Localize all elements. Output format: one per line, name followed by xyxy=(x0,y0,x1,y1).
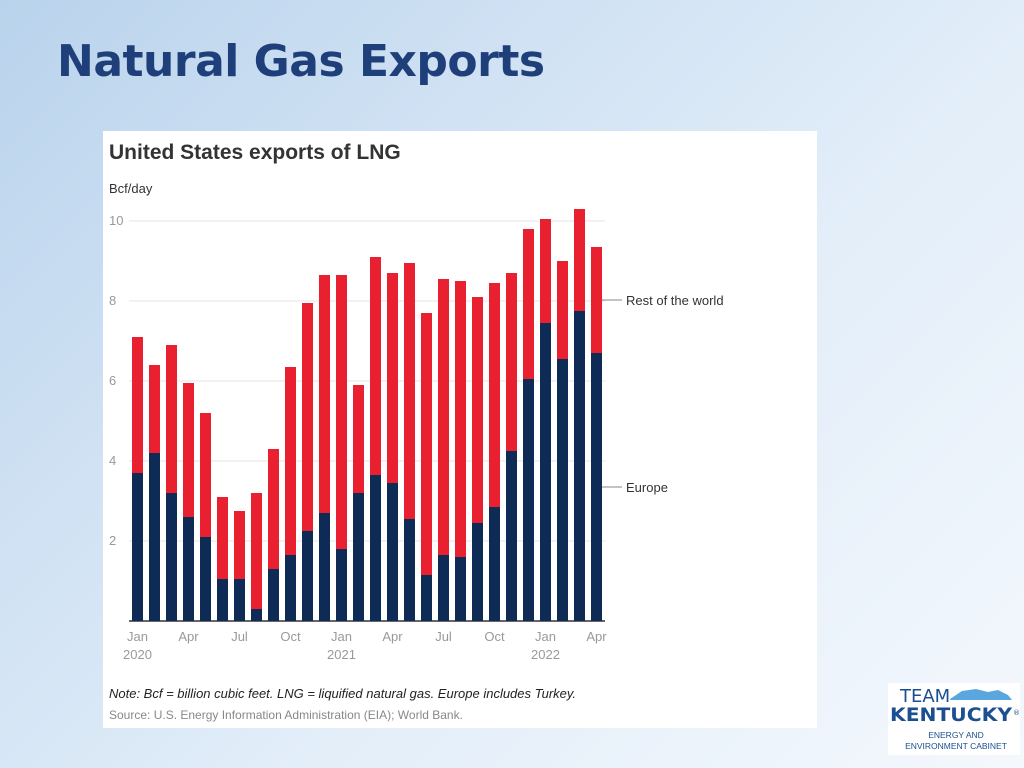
bar-europe xyxy=(149,453,160,621)
bar-rest-of-world xyxy=(540,219,551,323)
bar-rest-of-world xyxy=(523,229,534,379)
bar-rest-of-world xyxy=(455,281,466,557)
tick-labels: Jan 2020 Apr Jul Oct Jan 2021 Apr Jul Oct Jan 2022 A… xyxy=(123,629,607,662)
bar-europe xyxy=(268,569,279,621)
x-tick-label: Jul xyxy=(231,629,248,644)
bar-europe xyxy=(387,483,398,621)
logo-subtitle-line2: ENVIRONMENT CABINET xyxy=(905,741,1007,751)
x-tick-label: Apr xyxy=(178,629,199,644)
lng-export-chart: United States exports of LNG Bcf/day 2 4 6… xyxy=(109,141,724,722)
bar-rest-of-world xyxy=(489,283,500,507)
logo-subtitle-line1: ENERGY AND xyxy=(928,730,984,740)
chart-source: Source: U.S. Energy Information Administ… xyxy=(109,708,463,722)
bar-rest-of-world xyxy=(200,413,211,537)
kentucky-state-icon xyxy=(950,689,1012,700)
bar-europe xyxy=(591,353,602,621)
y-tick-label: 6 xyxy=(109,373,116,388)
bar-rest-of-world xyxy=(132,337,143,473)
bar-rest-of-world xyxy=(319,275,330,513)
y-tick-label: 2 xyxy=(109,533,116,548)
bar-europe xyxy=(438,555,449,621)
bar-rest-of-world xyxy=(183,383,194,517)
x-tick-label: Jan xyxy=(331,629,352,644)
y-axis-unit-label: Bcf/day xyxy=(109,181,153,196)
bar-europe xyxy=(319,513,330,621)
bar-europe xyxy=(489,507,500,621)
x-tick-label: Apr xyxy=(586,629,607,644)
bar-europe xyxy=(302,531,313,621)
bar-rest-of-world xyxy=(285,367,296,555)
y-tick-label: 4 xyxy=(109,453,116,468)
x-tick-label: Jan xyxy=(535,629,556,644)
bar-rest-of-world xyxy=(404,263,415,519)
bar-rest-of-world xyxy=(574,209,585,311)
bar-europe xyxy=(557,359,568,621)
y-tick-label: 10 xyxy=(109,213,123,228)
chart-title: United States exports of LNG xyxy=(109,141,401,164)
bar-rest-of-world xyxy=(234,511,245,579)
x-tick-label: Jan xyxy=(127,629,148,644)
bar-rest-of-world xyxy=(421,313,432,575)
bar-rest-of-world xyxy=(370,257,381,475)
bar-europe xyxy=(353,493,364,621)
logo-kentucky-text: KENTUCKY xyxy=(890,704,1012,726)
bar-europe xyxy=(404,519,415,621)
x-tick-label: Apr xyxy=(382,629,403,644)
bar-europe xyxy=(574,311,585,621)
logo-registered-mark: ® xyxy=(1013,709,1020,717)
bar-rest-of-world xyxy=(506,273,517,451)
bar-rest-of-world xyxy=(557,261,568,359)
bar-europe xyxy=(370,475,381,621)
bar-europe xyxy=(455,557,466,621)
bar-rest-of-world xyxy=(438,279,449,555)
bar-europe xyxy=(540,323,551,621)
bar-rest-of-world xyxy=(353,385,364,493)
y-tick-label: 8 xyxy=(109,293,116,308)
bar-europe xyxy=(506,451,517,621)
slide-title: Natural Gas Exports xyxy=(57,36,545,87)
bar-europe xyxy=(200,537,211,621)
bars-group xyxy=(132,209,602,621)
legend-europe-label: Europe xyxy=(626,480,668,495)
bar-rest-of-world xyxy=(251,493,262,609)
bar-rest-of-world xyxy=(472,297,483,523)
x-tick-label: Jul xyxy=(435,629,452,644)
legend: Rest of the world Europe xyxy=(602,293,724,495)
bar-rest-of-world xyxy=(149,365,160,453)
x-tick-year-label: 2020 xyxy=(123,647,152,662)
logo-team-text: TEAM xyxy=(899,686,950,707)
x-tick-year-label: 2022 xyxy=(531,647,560,662)
chart-card: United States exports of LNG Bcf/day 2 4 6… xyxy=(103,131,817,728)
bar-rest-of-world xyxy=(302,303,313,531)
bar-europe xyxy=(166,493,177,621)
bar-europe xyxy=(217,579,228,621)
bar-rest-of-world xyxy=(591,247,602,353)
bar-rest-of-world xyxy=(268,449,279,569)
chart-note: Note: Bcf = billion cubic feet. LNG = li… xyxy=(109,686,576,701)
bar-europe xyxy=(183,517,194,621)
legend-rest-of-world-label: Rest of the world xyxy=(626,293,724,308)
x-tick-year-label: 2021 xyxy=(327,647,356,662)
bar-europe xyxy=(336,549,347,621)
bar-europe xyxy=(132,473,143,621)
x-tick-label: Oct xyxy=(484,629,505,644)
bar-europe xyxy=(285,555,296,621)
bar-rest-of-world xyxy=(387,273,398,483)
bar-rest-of-world xyxy=(166,345,177,493)
bar-rest-of-world xyxy=(217,497,228,579)
team-kentucky-logo: TEAM KENTUCKY ® ENERGY AND ENVIRONMENT C… xyxy=(888,683,1020,755)
bar-europe xyxy=(472,523,483,621)
x-tick-label: Oct xyxy=(280,629,301,644)
bar-europe xyxy=(234,579,245,621)
bar-europe xyxy=(251,609,262,621)
bar-rest-of-world xyxy=(336,275,347,549)
bar-europe xyxy=(523,379,534,621)
bar-europe xyxy=(421,575,432,621)
